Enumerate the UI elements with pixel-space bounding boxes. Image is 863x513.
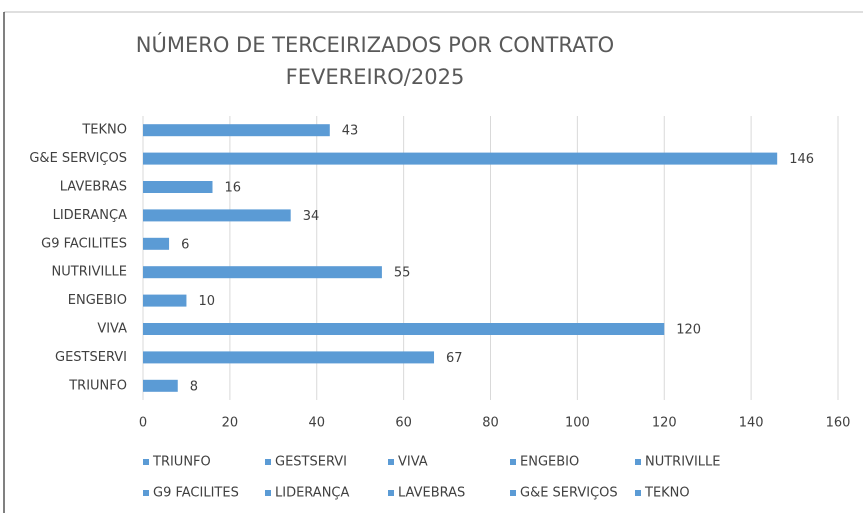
y-tick-label: NUTRIVILLE bbox=[52, 265, 127, 280]
x-tick-label: 120 bbox=[652, 416, 677, 431]
x-tick-label: 140 bbox=[739, 416, 764, 431]
legend-swatch bbox=[388, 459, 394, 465]
value-label: 43 bbox=[342, 124, 359, 139]
legend-swatch bbox=[143, 459, 149, 465]
legend-swatch bbox=[510, 490, 516, 496]
legend-label: TEKNO bbox=[644, 486, 690, 501]
legend-label: VIVA bbox=[398, 455, 428, 470]
x-tick-label: 60 bbox=[395, 416, 412, 431]
x-tick-label: 40 bbox=[308, 416, 325, 431]
bar bbox=[143, 124, 330, 137]
value-label: 16 bbox=[225, 181, 242, 196]
legend-swatch bbox=[265, 490, 271, 496]
y-tick-label: TEKNO bbox=[81, 123, 127, 138]
legend-swatch bbox=[143, 490, 149, 496]
x-tick-label: 100 bbox=[565, 416, 590, 431]
bar bbox=[143, 152, 778, 165]
legend-label: LAVEBRAS bbox=[398, 486, 465, 501]
value-label: 55 bbox=[394, 266, 411, 281]
legend-swatch bbox=[510, 459, 516, 465]
chart-title: NÚMERO DE TERCEIRIZADOS POR CONTRATO bbox=[136, 32, 614, 57]
value-label: 146 bbox=[789, 152, 814, 167]
y-tick-label: TRIUNFO bbox=[68, 378, 127, 393]
x-tick-label: 80 bbox=[482, 416, 499, 431]
legend-label: TRIUNFO bbox=[152, 455, 211, 470]
legend-label: NUTRIVILLE bbox=[645, 455, 720, 470]
value-label: 67 bbox=[446, 351, 463, 366]
y-tick-label: LIDERANÇA bbox=[53, 208, 128, 223]
bar bbox=[143, 209, 291, 222]
y-tick-label: GESTSERVI bbox=[55, 350, 127, 365]
bar bbox=[143, 266, 382, 279]
value-label: 8 bbox=[190, 379, 198, 394]
x-tick-label: 0 bbox=[139, 416, 147, 431]
legend-label: GESTSERVI bbox=[275, 455, 347, 470]
legend-label: ENGEBIO bbox=[520, 455, 579, 470]
chart-title: FEVEREIRO/2025 bbox=[286, 65, 465, 89]
bar bbox=[143, 181, 213, 193]
legend-label: G9 FACILITES bbox=[153, 486, 239, 501]
legend-swatch bbox=[265, 459, 271, 465]
x-tick-label: 20 bbox=[222, 416, 239, 431]
value-label: 10 bbox=[198, 294, 215, 309]
x-tick-label: 160 bbox=[826, 416, 851, 431]
bar bbox=[143, 379, 178, 392]
value-label: 6 bbox=[181, 237, 189, 252]
legend-label: LIDERANÇA bbox=[275, 486, 350, 501]
y-tick-label: ENGEBIO bbox=[68, 293, 127, 308]
value-label: 34 bbox=[303, 209, 320, 224]
bar bbox=[143, 351, 435, 364]
bar bbox=[143, 237, 170, 250]
value-label: 120 bbox=[676, 323, 701, 338]
y-tick-label: VIVA bbox=[97, 322, 127, 337]
legend-swatch bbox=[635, 459, 641, 465]
bar bbox=[143, 323, 665, 335]
legend-swatch bbox=[388, 490, 394, 496]
bar bbox=[143, 294, 187, 307]
y-tick-label: LAVEBRAS bbox=[60, 180, 127, 195]
legend-swatch bbox=[635, 490, 641, 496]
y-tick-label: G&E SERVIÇOS bbox=[29, 151, 127, 166]
legend-label: G&E SERVIÇOS bbox=[520, 486, 618, 501]
y-tick-label: G9 FACILITES bbox=[41, 236, 127, 251]
